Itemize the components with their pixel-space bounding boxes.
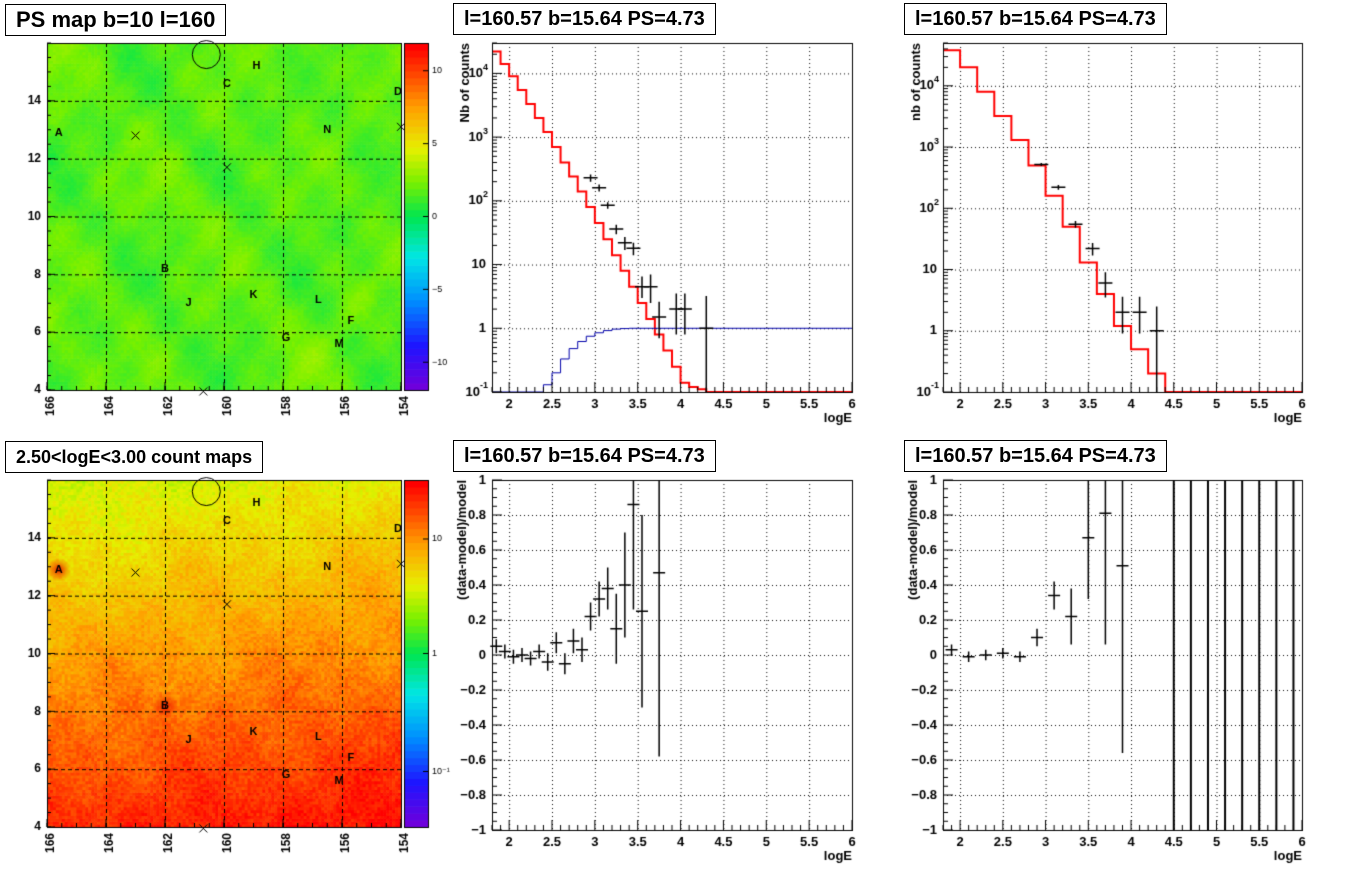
panel-title-residual-left: l=160.57 b=15.64 PS=4.73 [453,440,716,472]
panel-title-residual-right: l=160.57 b=15.64 PS=4.73 [904,440,1167,472]
panel-title-spectrum-right: l=160.57 b=15.64 PS=4.73 [904,3,1167,35]
panel-title-ps-map: PS map b=10 l=160 [5,4,227,36]
panel-title-spectrum-left: l=160.57 b=15.64 PS=4.73 [453,3,716,35]
panel-title-count-map: 2.50<logE<3.00 count maps [5,441,264,473]
